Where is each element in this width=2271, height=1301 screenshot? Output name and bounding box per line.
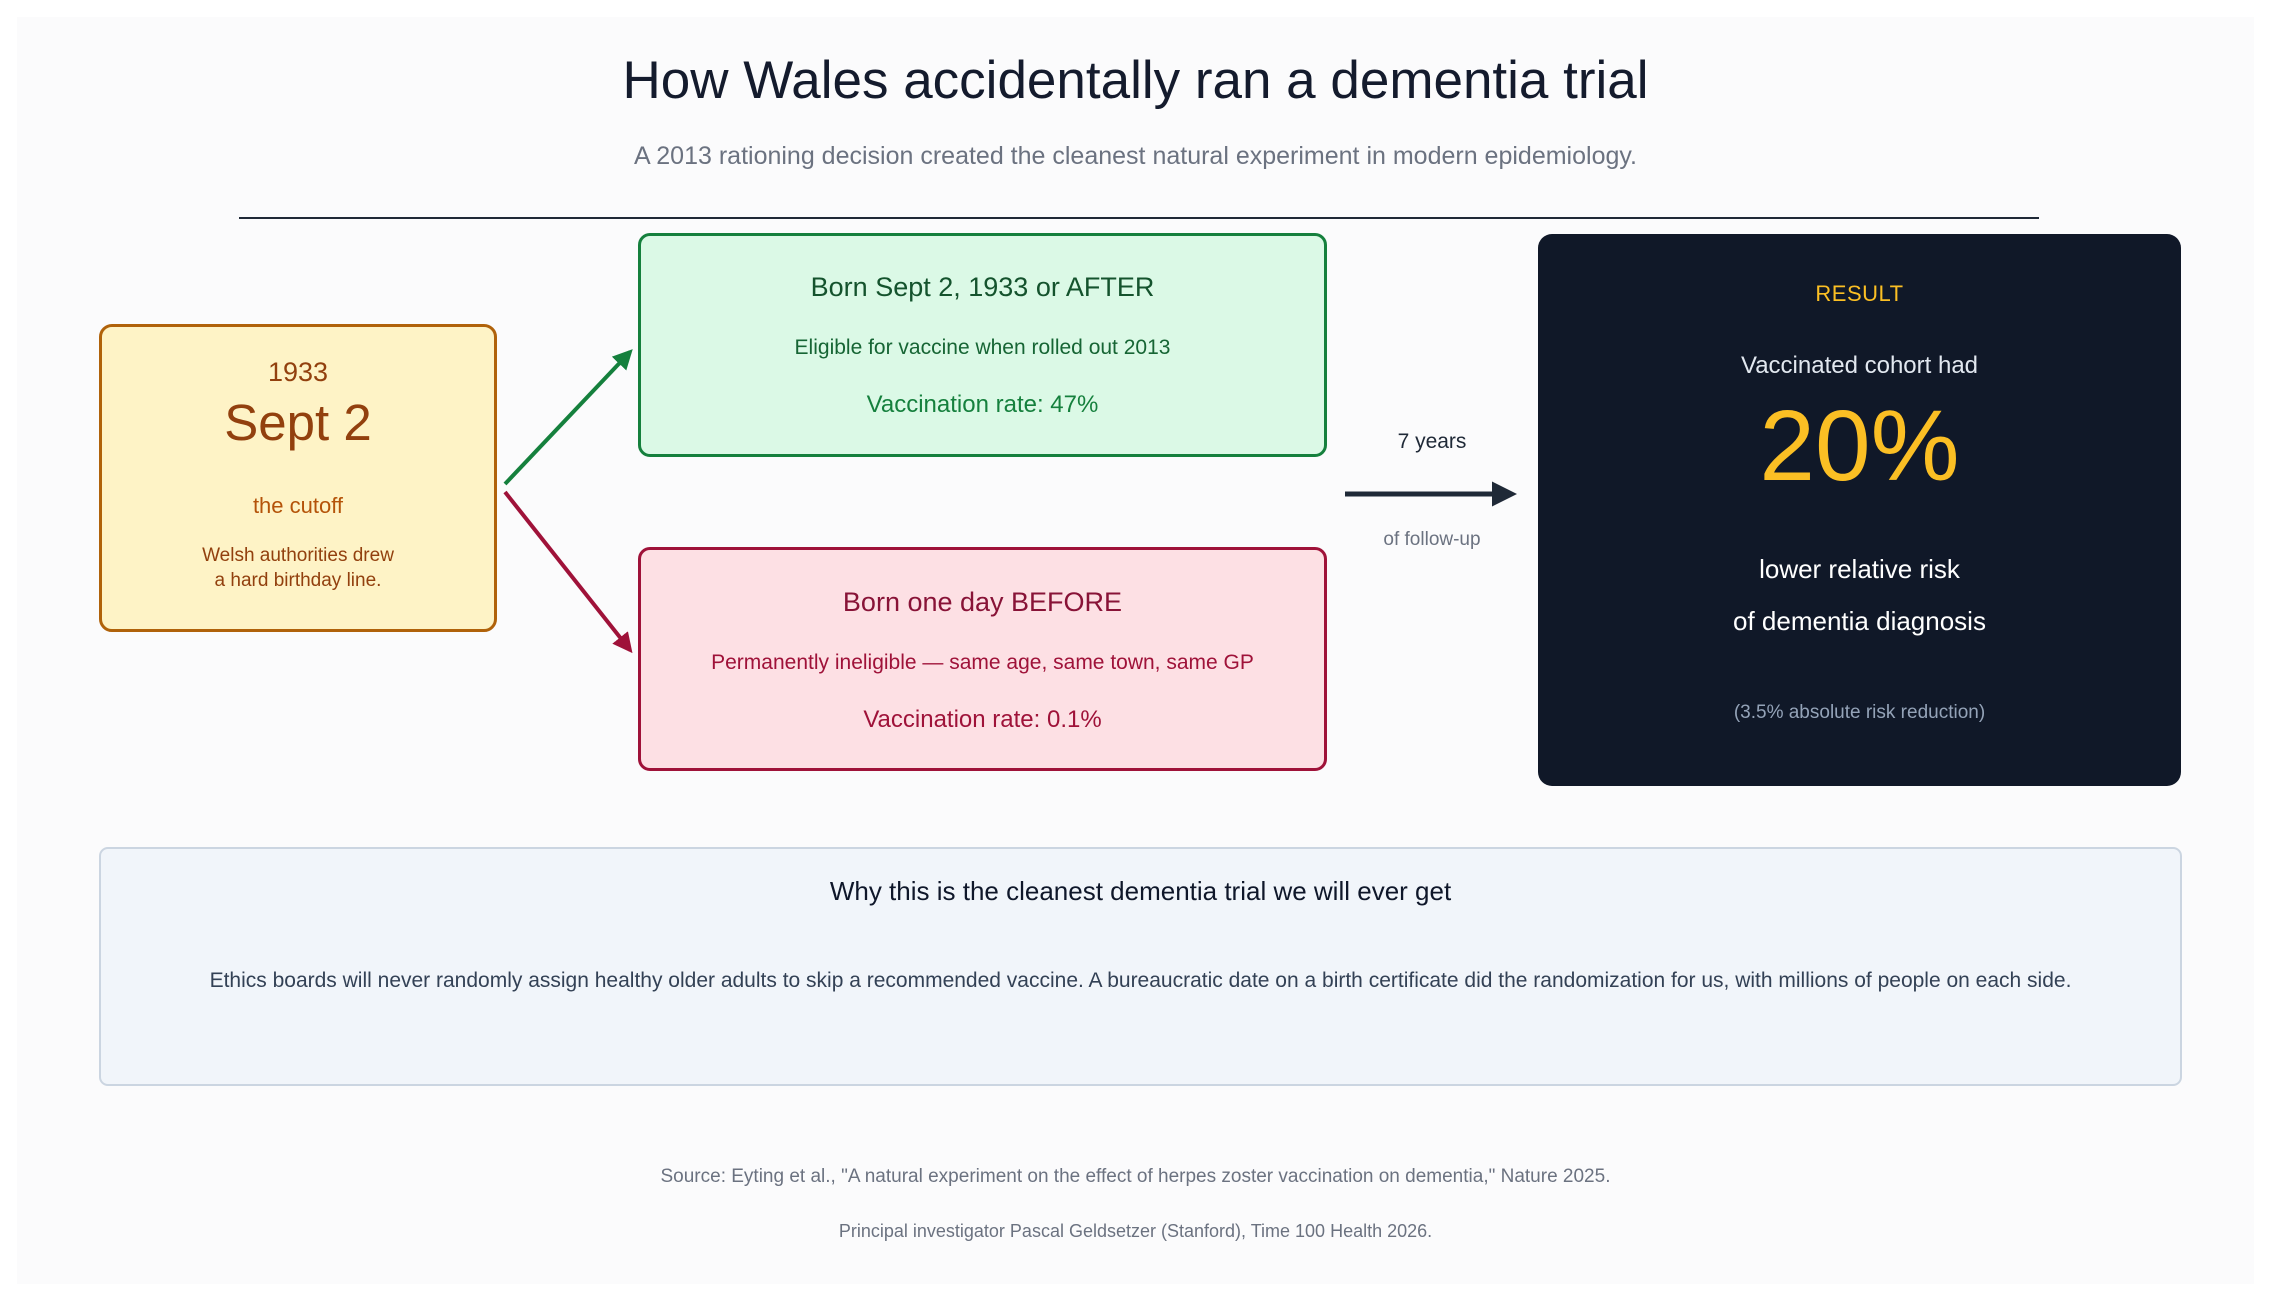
title-divider [239, 217, 2039, 219]
cutoff-label: the cutoff [252, 493, 344, 518]
result-line-1: lower relative risk [1759, 554, 1960, 584]
explanation-title: Why this is the cleanest dementia trial … [829, 876, 1452, 906]
ineligible-group-title: Born one day BEFORE [842, 587, 1123, 617]
result-line-2: of dementia diagnosis [1733, 606, 1986, 636]
source-investigator: Principal investigator Pascal Geldsetzer… [838, 1221, 1433, 1241]
cutoff-box: 1933 Sept 2 the cutoff Welsh authorities… [99, 324, 497, 632]
eligible-group-title: Born Sept 2, 1933 or AFTER [810, 272, 1155, 302]
cutoff-note: Welsh authorities drew a hard birthday l… [202, 545, 394, 591]
explanation-body: Ethics boards will never randomly assign… [209, 969, 2072, 992]
cutoff-date: Sept 2 [224, 394, 372, 451]
follow-up-label: of follow-up [1383, 529, 1481, 550]
ineligible-group-rate: Vaccination rate: 0.1% [863, 706, 1102, 733]
ineligible-group-box: Born one day BEFORE Permanently ineligib… [638, 547, 1327, 771]
result-panel: RESULT Vaccinated cohort had 20% lower r… [1538, 234, 2181, 786]
explanation-panel: Why this is the cleanest dementia trial … [99, 847, 2182, 1086]
result-heading: RESULT [1815, 281, 1904, 306]
diagram-title: How Wales accidentally ran a dementia tr… [622, 51, 1649, 110]
eligible-group-rate: Vaccination rate: 47% [866, 391, 1099, 418]
eligible-group-box: Born Sept 2, 1933 or AFTER Eligible for … [638, 233, 1327, 457]
source-citation: Source: Eyting et al., "A natural experi… [660, 1166, 1611, 1187]
ineligible-group-description: Permanently ineligible — same age, same … [711, 651, 1254, 674]
diagram-subtitle: A 2013 rationing decision created the cl… [634, 142, 1637, 170]
result-value: 20% [1759, 390, 1960, 502]
result-lead: Vaccinated cohort had [1740, 352, 1979, 379]
follow-up-duration: 7 years [1397, 430, 1467, 453]
cutoff-year: 1933 [267, 357, 329, 387]
result-note: (3.5% absolute risk reduction) [1733, 702, 1986, 723]
eligible-group-description: Eligible for vaccine when rolled out 201… [794, 336, 1171, 359]
